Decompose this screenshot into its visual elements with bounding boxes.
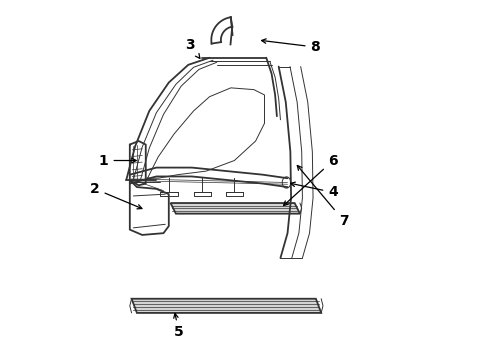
Text: 5: 5 <box>174 314 184 339</box>
Text: 1: 1 <box>99 153 136 167</box>
Text: 2: 2 <box>90 182 142 209</box>
Text: 8: 8 <box>262 39 320 54</box>
Text: 4: 4 <box>291 182 338 199</box>
Text: 6: 6 <box>284 153 338 206</box>
Polygon shape <box>171 203 300 214</box>
Polygon shape <box>132 299 321 313</box>
Text: 3: 3 <box>185 38 200 58</box>
Text: 7: 7 <box>297 166 348 228</box>
